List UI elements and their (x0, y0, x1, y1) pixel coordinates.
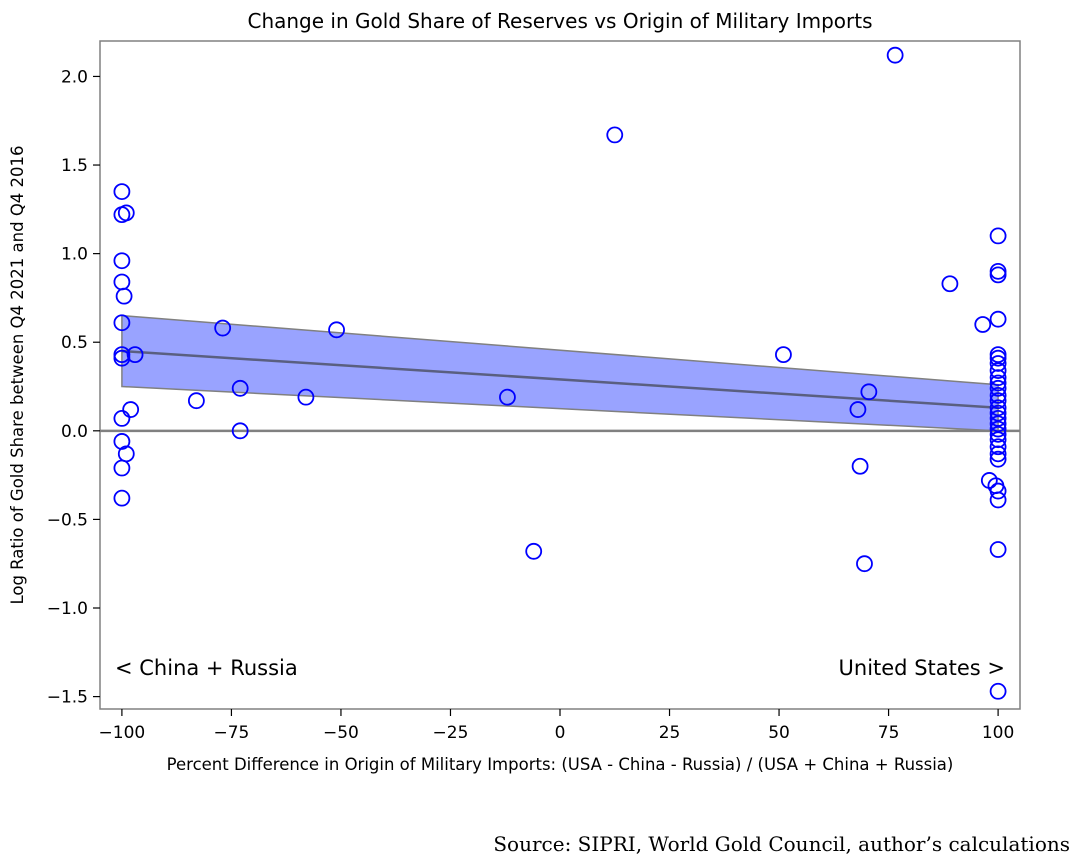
data-point (856, 555, 873, 573)
y-tick-label: −1.5 (47, 688, 88, 708)
x-tick-label: −25 (433, 723, 469, 743)
data-point (851, 457, 869, 475)
data-point (989, 491, 1007, 509)
data-point (989, 346, 1007, 364)
y-tick-label: 1.5 (61, 156, 88, 176)
data-point (989, 349, 1007, 367)
data-point (941, 275, 959, 293)
data-point (122, 401, 140, 418)
data-point (989, 450, 1007, 468)
x-tick-label: 75 (878, 723, 900, 743)
data-point (328, 321, 345, 339)
data-point (989, 310, 1007, 328)
x-tick-label: −100 (99, 723, 146, 743)
data-point (113, 252, 131, 270)
data-point (989, 404, 1007, 422)
data-point (989, 420, 1007, 438)
data-point (214, 319, 232, 337)
data-point (115, 287, 133, 305)
data-point (231, 422, 249, 440)
data-point (126, 346, 144, 364)
data-point (989, 399, 1007, 417)
x-tick-label: 100 (982, 723, 1014, 743)
data-point (525, 542, 543, 560)
data-point (113, 410, 131, 427)
y-tick-label: −0.5 (47, 510, 88, 530)
data-point (989, 362, 1007, 379)
chart-title: Change in Gold Share of Reserves vs Orig… (247, 9, 872, 33)
data-point (606, 126, 624, 144)
data-point (989, 379, 1007, 397)
data-point (499, 388, 516, 406)
data-point (187, 392, 205, 410)
y-axis: −1.5 −1.0 −0.5 0.0 0.5 1.0 1.5 2.0 (47, 67, 100, 708)
x-tick-label: 50 (768, 723, 790, 743)
data-point (989, 482, 1007, 500)
data-point (989, 369, 1007, 387)
data-point (113, 183, 131, 201)
data-point (113, 314, 131, 332)
y-tick-label: 0.0 (61, 422, 88, 442)
x-axis: −100 −75 −50 −25 0 25 50 75 100 (99, 709, 1014, 743)
data-point (989, 386, 1007, 404)
y-tick-label: −1.0 (47, 599, 88, 619)
confidence-band (121, 314, 999, 432)
y-tick-label: 0.5 (61, 333, 88, 353)
data-point (849, 401, 867, 418)
data-point (989, 445, 1007, 463)
annotation-china-russia: < China + Russia (115, 656, 298, 680)
data-point (989, 541, 1007, 558)
regression-line (121, 349, 999, 410)
data-point (989, 410, 1007, 427)
data-point (989, 266, 1007, 284)
x-tick-label: −75 (213, 723, 249, 743)
data-point (989, 438, 1007, 456)
data-point (886, 46, 904, 64)
source-note: Source: SIPRI, World Gold Council, autho… (493, 832, 1070, 856)
x-tick-label: 0 (555, 723, 566, 743)
data-point (980, 472, 998, 489)
data-point (989, 682, 1007, 700)
data-point (113, 489, 131, 507)
data-point (989, 415, 1007, 433)
data-point (989, 227, 1007, 245)
data-point (974, 316, 992, 333)
x-tick-label: 25 (659, 723, 681, 743)
y-axis-label: Log Ratio of Gold Share between Q4 2021 … (8, 145, 27, 604)
data-point (231, 379, 249, 397)
data-point (113, 433, 131, 450)
data-point (297, 388, 315, 406)
x-tick-label: −50 (323, 723, 359, 743)
data-point (113, 459, 131, 477)
data-point (860, 383, 878, 401)
data-point (117, 204, 135, 222)
data-point (989, 425, 1007, 443)
data-point (989, 374, 1007, 392)
data-point (113, 273, 131, 291)
data-point (775, 346, 792, 364)
x-axis-label: Percent Difference in Origin of Military… (167, 755, 954, 774)
data-point (989, 262, 1007, 280)
annotation-united-states: United States > (839, 656, 1005, 680)
y-tick-label: 2.0 (61, 67, 88, 87)
data-point (989, 392, 1007, 410)
y-tick-label: 1.0 (61, 245, 88, 265)
plot-area (99, 40, 1021, 710)
